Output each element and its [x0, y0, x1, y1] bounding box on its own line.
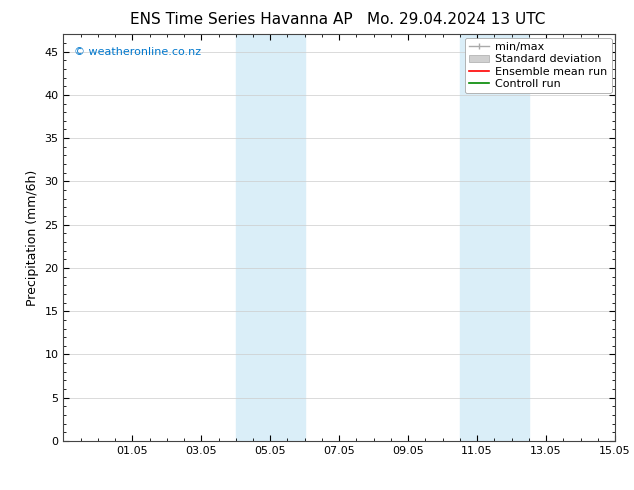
Text: ENS Time Series Havanna AP: ENS Time Series Havanna AP — [129, 12, 353, 27]
Legend: min/max, Standard deviation, Ensemble mean run, Controll run: min/max, Standard deviation, Ensemble me… — [465, 38, 612, 93]
Bar — [236, 34, 305, 441]
Text: Mo. 29.04.2024 13 UTC: Mo. 29.04.2024 13 UTC — [367, 12, 546, 27]
Text: © weatheronline.co.nz: © weatheronline.co.nz — [74, 47, 202, 56]
Y-axis label: Precipitation (mm/6h): Precipitation (mm/6h) — [26, 170, 39, 306]
Bar — [460, 34, 529, 441]
